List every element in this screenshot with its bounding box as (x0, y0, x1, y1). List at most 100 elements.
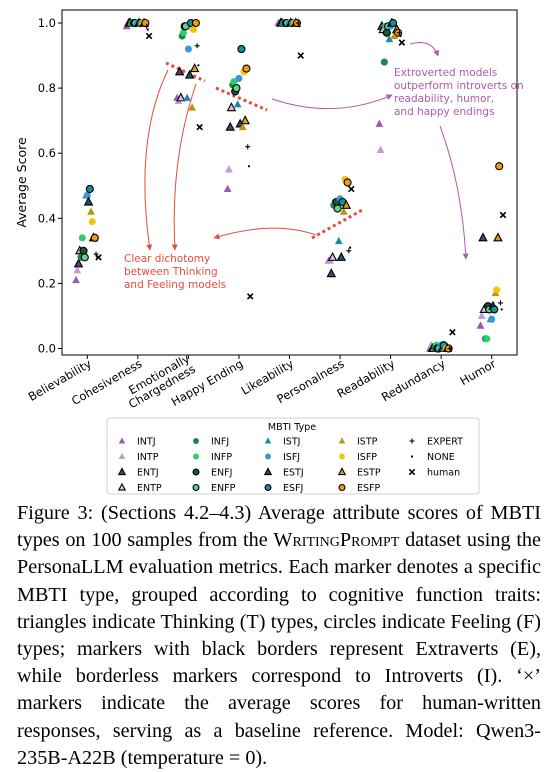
point-expert (346, 248, 352, 254)
legend-marker-expert (409, 438, 415, 444)
legend-label-enfj: ENFJ (211, 468, 232, 479)
legend-marker-entp (117, 482, 127, 491)
point-estp (240, 115, 250, 125)
point-intj (476, 321, 485, 329)
point-intp (73, 266, 82, 274)
point-entp (327, 251, 338, 261)
point-intp (225, 165, 233, 173)
data-points (72, 17, 507, 353)
annotation-arrow (171, 83, 197, 251)
point-istp (339, 207, 348, 215)
point-expert (144, 23, 150, 29)
dichotomy-line (215, 86, 268, 112)
point-entj (225, 121, 235, 131)
y-tick-label: 0.0 (38, 341, 56, 355)
point-human (398, 39, 406, 46)
legend-marker-esfp (338, 483, 346, 492)
point-entj (174, 66, 185, 76)
dichotomy-line (311, 207, 365, 240)
point-infp (230, 78, 238, 86)
point-none (247, 165, 251, 168)
legend-label-entp: ENTP (137, 483, 162, 494)
point-esfp (242, 64, 251, 73)
point-human (499, 211, 507, 219)
point-none (146, 28, 149, 31)
point-none (197, 64, 200, 67)
point-enfp (333, 204, 342, 213)
point-human (246, 293, 254, 300)
point-enfj (79, 246, 88, 255)
legend-label-none: NONE (427, 452, 455, 463)
annotation-arrow (144, 69, 169, 251)
dichotomy-line (165, 61, 206, 83)
legend-marker-estp (337, 467, 347, 476)
legend-marker-human (408, 468, 416, 476)
point-istj (385, 34, 394, 43)
point-entp (226, 102, 237, 112)
point-expert (245, 144, 251, 150)
legend-title: MBTI Type (268, 422, 316, 433)
point-esfj (490, 305, 499, 314)
caption-text-part2: dataset using the PersonaLLM evaluation … (17, 529, 541, 769)
point-istp (87, 207, 95, 215)
annotation-lines: Extroverted models outperform introverts … (124, 42, 524, 291)
point-estj (83, 196, 94, 206)
point-estj (184, 69, 195, 79)
point-isfj (184, 45, 192, 53)
point-none (450, 347, 453, 350)
legend-marker-intj (118, 437, 126, 444)
legend-label-isfp: ISFP (357, 452, 377, 463)
point-human (348, 185, 355, 193)
annotation-arrow (439, 125, 469, 260)
caption-text-part1: (Sections 4.2–4.3) Average attribute sco… (17, 502, 542, 552)
point-intj (72, 275, 80, 284)
point-esfj (85, 184, 94, 194)
point-isfp (493, 286, 501, 294)
point-intp (477, 311, 486, 319)
figure-caption: Figure 3: (Sections 4.2–4.3) Average att… (17, 500, 541, 772)
point-entj (478, 232, 488, 242)
point-estp (341, 199, 352, 209)
point-infp (78, 234, 86, 242)
point-enfp (80, 253, 89, 262)
point-human (297, 52, 305, 59)
legend-marker-isfj (265, 453, 271, 460)
point-esfp (90, 233, 99, 242)
point-istj (183, 93, 192, 101)
legend-marker-isfp (339, 453, 345, 460)
legend-marker-infj (193, 438, 199, 444)
point-esfp (343, 178, 352, 187)
point-istj (334, 236, 343, 245)
point-human (449, 328, 456, 336)
legend: MBTI Type INTJ INTP ENTJ ENTP INFJ INFP ENFJ ENF… (106, 417, 480, 495)
x-tick-label: Humor (458, 356, 499, 388)
point-infp (483, 335, 491, 343)
legend-label-expert: EXPERT (427, 437, 463, 448)
point-infj (380, 58, 388, 66)
legend-label-intp: INTP (137, 452, 159, 463)
legend-label-entj: ENTJ (137, 468, 159, 479)
legend-marker-istj (264, 437, 272, 444)
point-expert (497, 300, 503, 306)
point-human (196, 123, 203, 131)
legend-marker-entj (117, 467, 127, 476)
annotation-dichotomy: Clear dichotomy between Thinking and Feeli… (124, 253, 226, 291)
legend-label-isfj: ISFJ (283, 452, 300, 463)
legend-marker-enfj (192, 468, 200, 476)
legend-marker-none (410, 455, 414, 458)
legend-marker-esfj (264, 483, 272, 492)
legend-label-enfp: ENFP (211, 483, 236, 494)
annotation-arrow (409, 42, 440, 57)
point-none (500, 308, 503, 311)
legend-marker-enfp (192, 483, 200, 492)
point-none (348, 246, 352, 249)
legend-label-estj: ESTJ (283, 468, 304, 479)
legend-marker-estj (263, 467, 273, 476)
plot-frame (61, 9, 518, 356)
legend-label-esfp: ESFP (357, 483, 380, 494)
legend-label-estp: ESTP (357, 468, 381, 479)
legend-marker-istp (338, 437, 346, 444)
point-isfj (235, 74, 243, 82)
legend-marker-intp (118, 452, 126, 460)
